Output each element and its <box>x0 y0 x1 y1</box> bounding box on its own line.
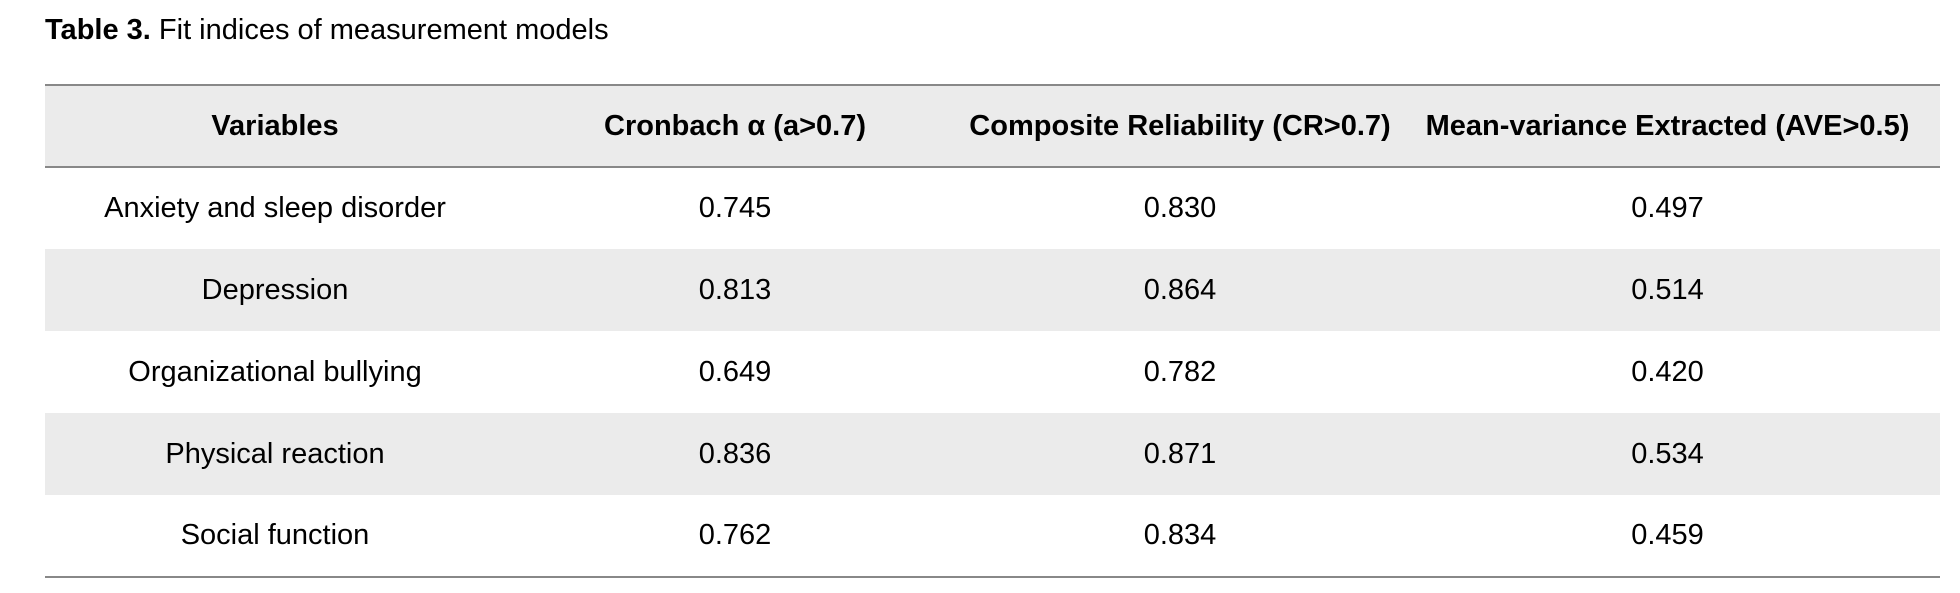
cell-variable: Anxiety and sleep disorder <box>104 192 446 224</box>
fit-indices-table-container: Variables Cronbach α (a>0.7) Composite R… <box>45 84 1940 578</box>
cell-variable: Physical reaction <box>165 437 385 470</box>
cell-composite-reliability: 0.782 <box>1143 355 1217 388</box>
table-header: Variables Cronbach α (a>0.7) Composite R… <box>45 84 1940 168</box>
cell-cronbach-alpha: 0.813 <box>698 273 772 306</box>
cell-composite-reliability: 0.864 <box>1143 273 1217 306</box>
header-ave: Mean-variance Extracted (AVE>0.5) <box>1395 84 1940 168</box>
table-row: Physical reaction 0.836 0.871 0.534 <box>45 413 1940 495</box>
cell-ave: 0.420 <box>1631 355 1704 388</box>
header-cronbach-alpha: Cronbach α (a>0.7) <box>505 84 965 168</box>
cell-cronbach-alpha: 0.762 <box>505 495 965 578</box>
cell-composite-reliability: 0.871 <box>1143 437 1217 470</box>
cell-composite-reliability: 0.834 <box>965 495 1395 578</box>
cell-ave: 0.459 <box>1395 495 1940 578</box>
header-variables: Variables <box>45 84 505 168</box>
table-caption: Table 3. Fit indices of measurement mode… <box>45 10 609 50</box>
header-composite-reliability: Composite Reliability (CR>0.7) <box>965 84 1395 168</box>
cell-variable: Organizational bullying <box>128 355 422 388</box>
cell-cronbach-alpha: 0.649 <box>698 355 772 388</box>
cell-ave: 0.534 <box>1631 437 1704 470</box>
table-body: Anxiety and sleep disorder 0.745 0.830 0… <box>45 167 1940 578</box>
header-row: Variables Cronbach α (a>0.7) Composite R… <box>45 84 1940 168</box>
table-row: Depression 0.813 0.864 0.514 <box>45 249 1940 331</box>
table-row: Organizational bullying 0.649 0.782 0.42… <box>45 331 1940 413</box>
cell-cronbach-alpha: 0.745 <box>698 192 772 224</box>
cell-variable: Depression <box>201 273 349 306</box>
cell-cronbach-alpha: 0.836 <box>698 437 772 470</box>
cell-variable: Social function <box>45 495 505 578</box>
table-caption-label: Table 3. <box>45 14 151 46</box>
cell-ave: 0.497 <box>1631 192 1704 224</box>
table-row: Social function 0.762 0.834 0.459 <box>45 495 1940 578</box>
table-caption-text: Fit indices of measurement models <box>158 14 609 46</box>
table-row: Anxiety and sleep disorder 0.745 0.830 0… <box>45 167 1940 249</box>
cell-composite-reliability: 0.830 <box>1143 192 1217 224</box>
cell-ave: 0.514 <box>1631 273 1704 306</box>
fit-indices-table: Variables Cronbach α (a>0.7) Composite R… <box>45 84 1940 578</box>
